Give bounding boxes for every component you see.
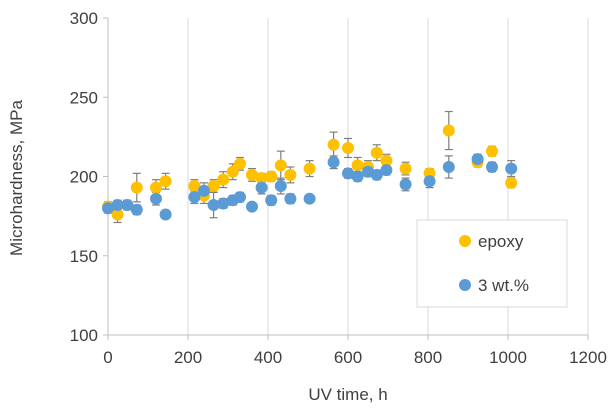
x-tick-label: 200 [174,348,202,367]
data-point-epoxy [150,181,162,194]
data-point-epoxy [399,162,412,175]
data-point-3wt [284,192,297,205]
data-point-3wt [102,202,114,215]
x-tick-label: 400 [254,348,282,367]
data-point-epoxy [188,180,201,193]
data-point-3wt [505,162,518,175]
y-tick-label: 150 [70,247,98,266]
data-point-epoxy [342,141,354,154]
data-point-3wt [198,184,210,197]
data-point-epoxy [207,180,220,193]
data-point-3wt [188,191,201,204]
data-point-epoxy [505,176,518,189]
data-point-epoxy [111,208,124,221]
tick-labels: 100 150 200 250 300 0 200 400 600 800 1000 1200 [70,9,607,367]
data-point-epoxy [226,165,239,178]
x-tick-label: 1000 [489,348,527,367]
data-point-3wt [111,199,124,212]
data-point-epoxy [234,157,246,170]
data-point-3wt [246,200,258,213]
data-points [102,124,518,221]
data-point-epoxy [274,159,287,172]
data-point-epoxy [159,175,172,188]
data-point-3wt [265,194,278,207]
data-point-3wt [303,192,316,205]
data-point-3wt [471,153,484,166]
data-point-3wt [423,175,436,188]
data-point-epoxy [351,159,364,172]
data-point-epoxy [327,138,340,151]
data-point-3wt [351,170,364,183]
data-point-3wt [399,178,412,191]
y-tick-label: 250 [70,88,98,107]
data-point-epoxy [255,172,268,185]
x-tick-label: 600 [334,348,362,367]
data-point-3wt [255,181,268,194]
data-point-3wt [207,199,220,212]
data-point-3wt [159,208,172,221]
data-point-3wt [234,191,246,204]
data-point-epoxy [486,145,498,158]
data-point-epoxy [130,181,143,194]
data-point-epoxy [246,168,258,181]
y-tick-label: 100 [70,326,98,345]
y-tick-label: 200 [70,168,98,187]
legend-label-3wt: 3 wt.% [478,276,529,295]
x-tick-label: 1200 [569,348,607,367]
data-point-epoxy [284,168,297,181]
legend-marker-epoxy [459,235,471,247]
data-point-3wt [130,203,143,216]
data-point-3wt [327,156,340,169]
data-point-epoxy [303,162,316,175]
y-axis-title: Microhardness, MPa [7,100,26,256]
x-tick-label: 800 [414,348,442,367]
data-point-3wt [370,168,383,181]
legend-label-epoxy: epoxy [478,232,524,251]
legend: epoxy 3 wt.% [416,219,568,308]
x-tick-label: 0 [103,348,112,367]
data-point-3wt [121,199,134,212]
data-point-epoxy [380,154,393,167]
data-point-epoxy [442,124,455,137]
data-point-3wt [442,160,455,173]
data-point-epoxy [217,173,230,186]
data-point-3wt [217,197,230,210]
data-point-epoxy [370,146,383,159]
data-point-3wt [342,167,354,180]
data-point-3wt [380,164,393,177]
axes [103,17,589,340]
data-point-3wt [486,160,498,173]
legend-box [416,219,568,308]
data-point-epoxy [265,170,278,183]
data-point-3wt [274,180,287,193]
y-tick-label: 300 [70,9,98,28]
legend-marker-3wt [459,279,471,291]
x-axis-title: UV time, h [308,385,387,404]
data-point-3wt [150,192,162,205]
